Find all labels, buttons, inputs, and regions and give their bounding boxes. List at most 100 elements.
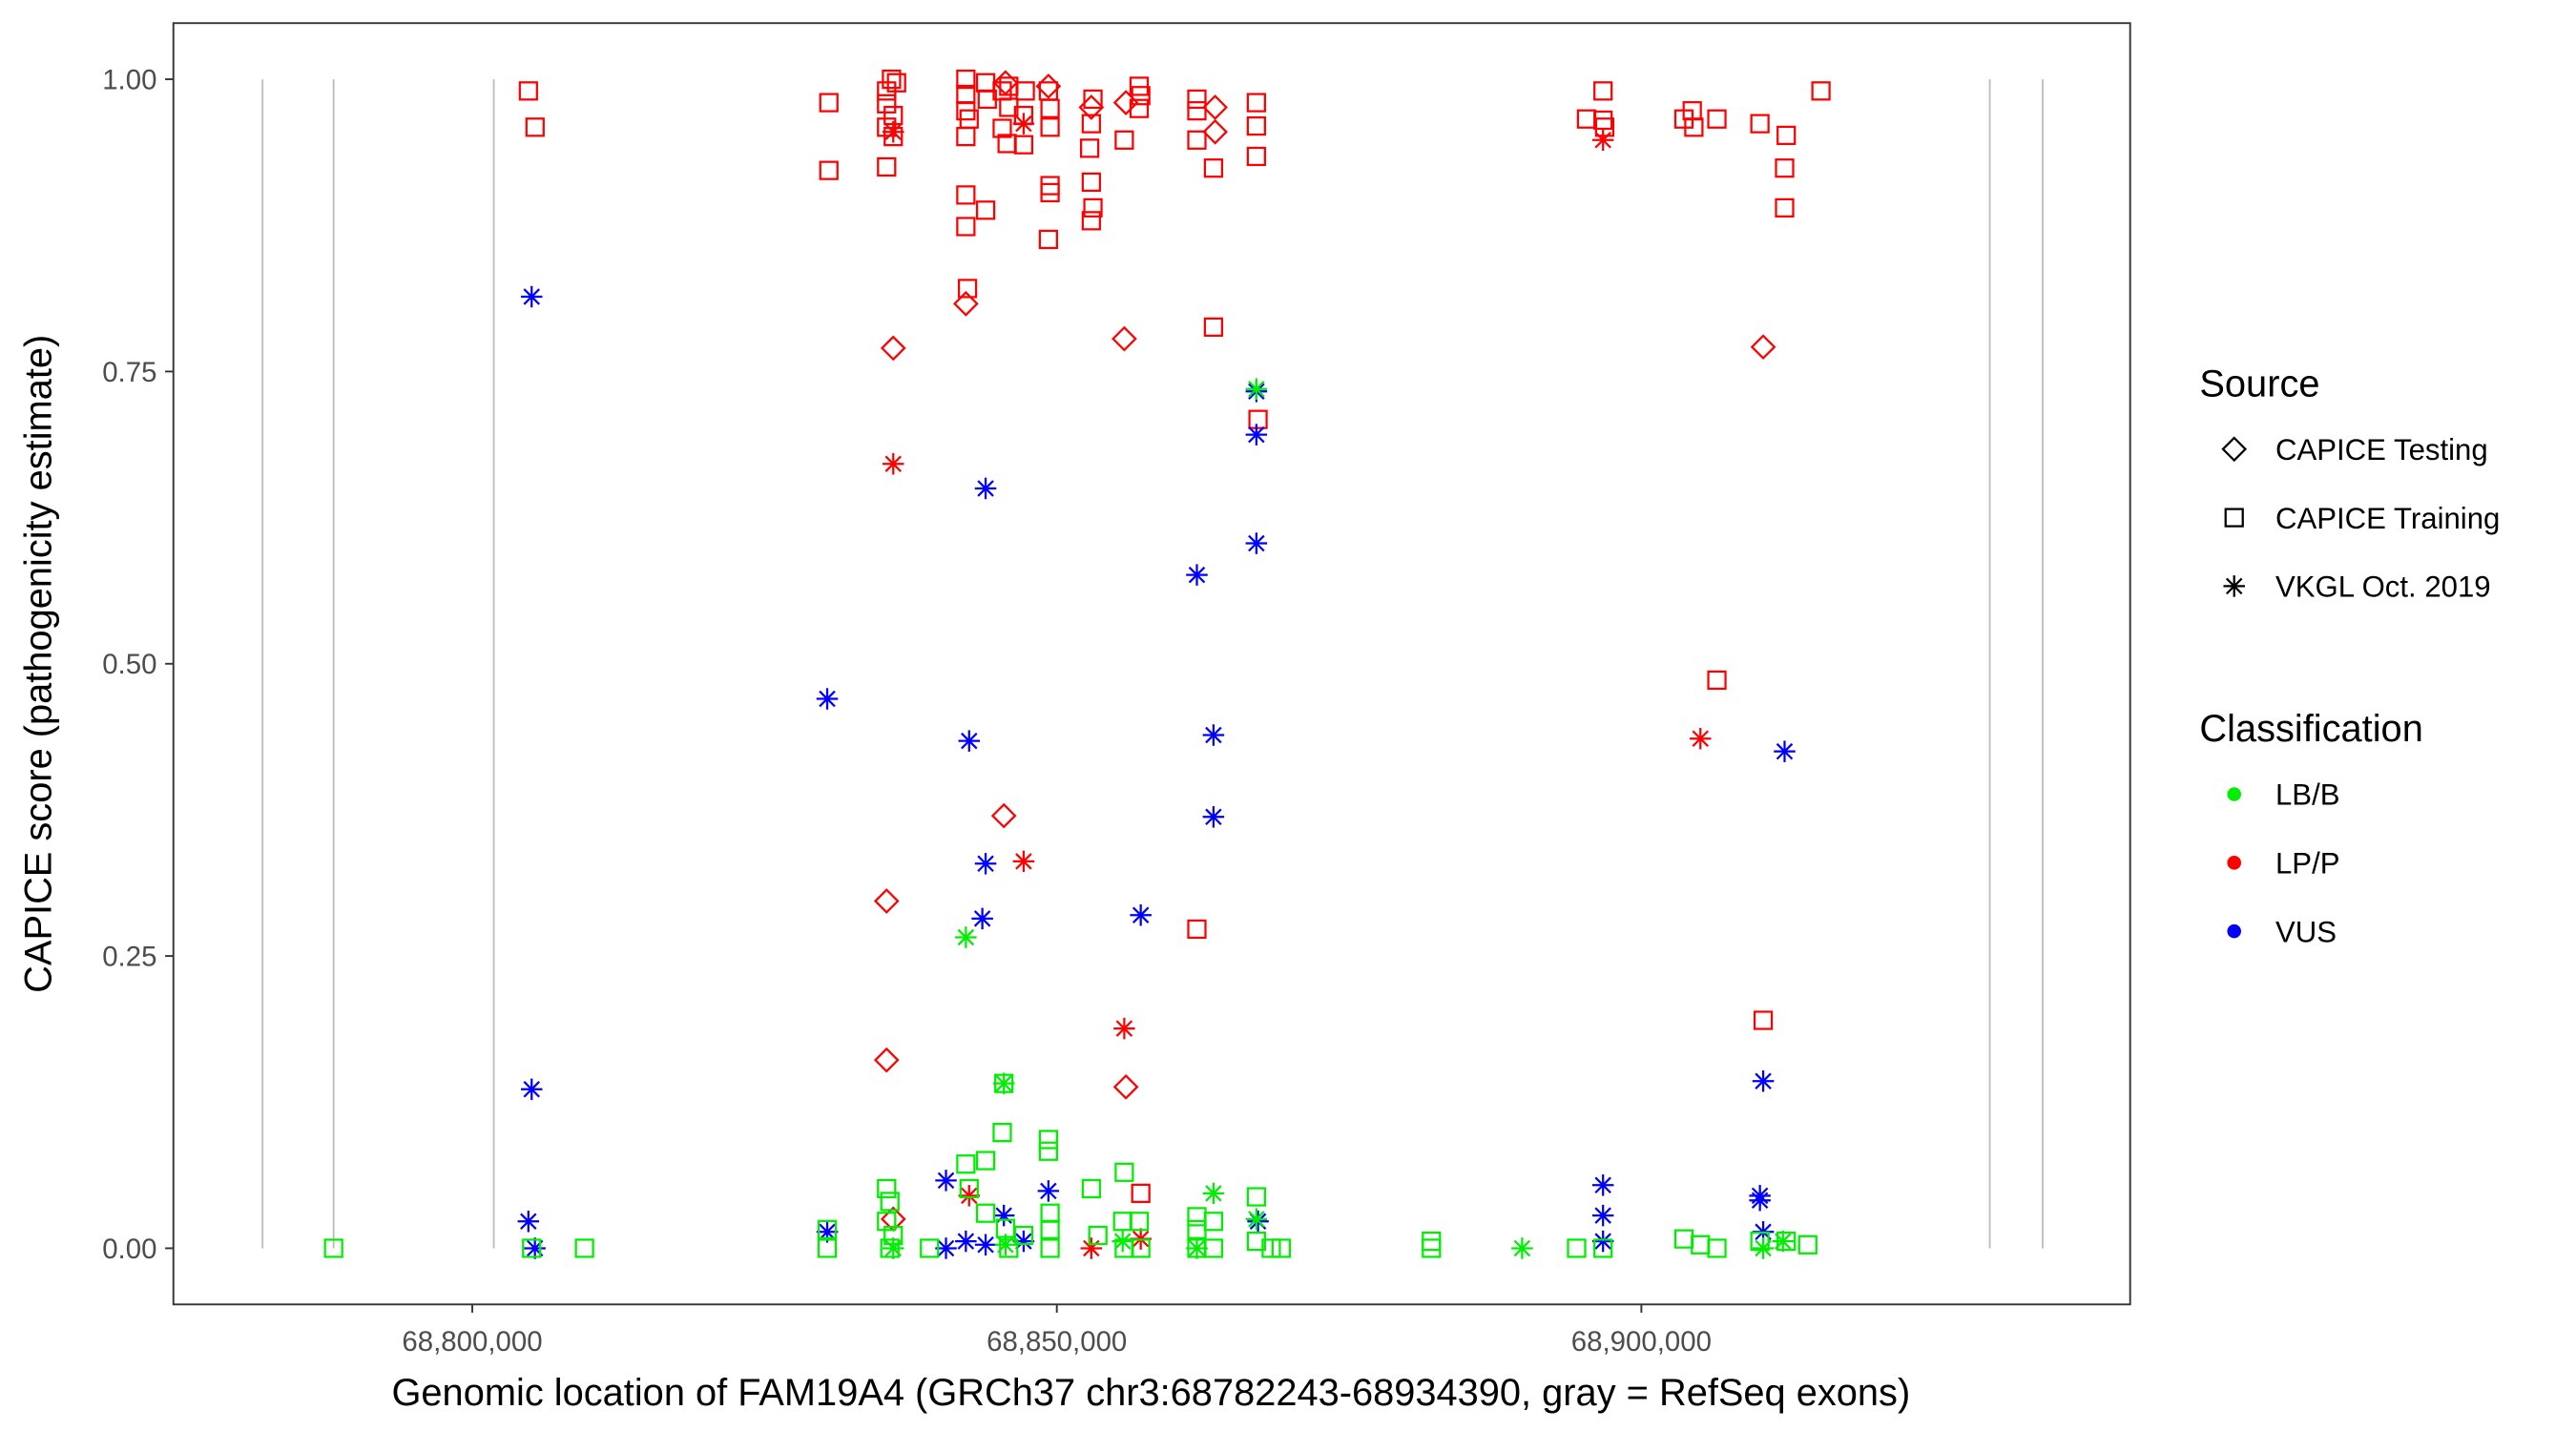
data-point bbox=[1081, 172, 1101, 193]
data-point bbox=[1775, 197, 1795, 218]
data-point bbox=[1673, 1229, 1694, 1249]
data-point bbox=[956, 69, 976, 90]
data-point bbox=[1015, 81, 1035, 101]
data-point bbox=[886, 73, 906, 93]
data-point bbox=[1038, 1141, 1058, 1161]
data-point bbox=[1511, 1237, 1533, 1259]
y-tick-label: 0.50 bbox=[102, 649, 156, 680]
legend-source-square-icon bbox=[2224, 508, 2244, 528]
data-point bbox=[992, 1072, 1015, 1094]
data-point bbox=[517, 1211, 540, 1233]
data-point bbox=[1203, 317, 1224, 337]
data-point bbox=[1202, 724, 1225, 746]
data-point bbox=[1750, 1231, 1770, 1252]
data-point bbox=[883, 120, 904, 143]
data-point bbox=[1114, 1162, 1134, 1182]
data-point bbox=[1081, 1178, 1101, 1199]
data-point bbox=[518, 81, 538, 101]
data-point bbox=[1187, 1207, 1207, 1227]
data-point bbox=[1576, 109, 1597, 129]
data-point bbox=[819, 160, 839, 180]
data-point bbox=[1040, 98, 1060, 118]
data-point bbox=[877, 156, 897, 177]
data-point bbox=[1202, 1182, 1225, 1205]
data-point bbox=[883, 1237, 904, 1259]
data-point bbox=[1081, 211, 1101, 231]
data-point bbox=[992, 118, 1012, 138]
data-point bbox=[1245, 424, 1268, 446]
data-point bbox=[1707, 109, 1727, 129]
legend-classification-label: LB/B bbox=[2275, 778, 2340, 812]
data-point bbox=[992, 1123, 1012, 1143]
data-point bbox=[1081, 114, 1101, 134]
data-point bbox=[877, 93, 897, 114]
data-point bbox=[323, 1238, 343, 1258]
data-point bbox=[1040, 117, 1060, 137]
data-point bbox=[1594, 117, 1615, 137]
data-point bbox=[1245, 378, 1268, 401]
data-point bbox=[1261, 1238, 1281, 1258]
data-point bbox=[1684, 117, 1704, 137]
data-point bbox=[1591, 1230, 1614, 1253]
data-point bbox=[1013, 1225, 1034, 1246]
data-point bbox=[1775, 158, 1795, 178]
data-point bbox=[1202, 94, 1228, 120]
data-point bbox=[1593, 1238, 1613, 1258]
data-point bbox=[956, 1154, 976, 1174]
data-point bbox=[992, 70, 1019, 96]
data-point bbox=[1774, 740, 1796, 762]
data-point bbox=[880, 335, 906, 362]
data-point bbox=[521, 285, 543, 308]
data-point bbox=[1811, 81, 1831, 101]
data-point bbox=[1040, 1203, 1060, 1223]
data-point bbox=[1080, 1237, 1103, 1259]
data-point bbox=[1187, 89, 1207, 110]
legend-source-diamond-icon bbox=[2221, 436, 2248, 463]
y-tick-label: 0.25 bbox=[102, 941, 156, 972]
x-tick-label: 68,850,000 bbox=[987, 1326, 1127, 1358]
data-point bbox=[873, 888, 900, 914]
data-point bbox=[1707, 670, 1727, 691]
data-point bbox=[1186, 1237, 1208, 1259]
data-point bbox=[955, 926, 977, 948]
data-point bbox=[1112, 1073, 1139, 1100]
legend-source-title: Source bbox=[2199, 363, 2319, 404]
data-point bbox=[1246, 146, 1266, 167]
data-point bbox=[1113, 1017, 1135, 1040]
data-point bbox=[1111, 325, 1137, 352]
data-point bbox=[1012, 850, 1035, 873]
data-points bbox=[323, 69, 1831, 1259]
data-point bbox=[1040, 1238, 1060, 1258]
data-point bbox=[999, 1238, 1019, 1258]
data-point bbox=[1038, 229, 1058, 250]
y-axis: 0.00 0.25 0.50 0.75 1.00 bbox=[102, 64, 174, 1265]
data-point bbox=[1131, 1183, 1151, 1203]
data-point bbox=[1248, 409, 1268, 429]
data-point bbox=[1035, 73, 1062, 99]
data-point bbox=[817, 1238, 838, 1258]
data-point bbox=[1422, 1231, 1442, 1252]
data-point bbox=[1750, 114, 1770, 134]
data-point bbox=[1593, 110, 1613, 131]
legend-source-label: VKGL Oct. 2019 bbox=[2275, 570, 2491, 604]
data-point bbox=[1037, 1180, 1060, 1202]
data-point bbox=[574, 1238, 594, 1258]
data-point bbox=[971, 907, 993, 930]
data-point bbox=[1038, 1130, 1058, 1150]
y-tick-label: 1.00 bbox=[102, 64, 156, 95]
data-point bbox=[975, 200, 996, 220]
data-point bbox=[1040, 176, 1060, 196]
legend-classification-title: Classification bbox=[2199, 708, 2422, 750]
data-point bbox=[816, 688, 839, 710]
legend-source-asterisk-icon bbox=[2223, 575, 2245, 597]
data-point bbox=[975, 1151, 996, 1171]
plot-panel bbox=[172, 22, 2131, 1306]
data-point bbox=[1246, 115, 1266, 136]
data-point bbox=[1591, 129, 1614, 152]
exon-lines bbox=[261, 79, 2044, 1249]
legend-classification-dot-icon bbox=[2227, 856, 2241, 870]
data-point bbox=[817, 1219, 838, 1239]
legend-classification-dot-icon bbox=[2227, 787, 2241, 801]
y-tick-label: 0.75 bbox=[102, 357, 156, 388]
data-point bbox=[1690, 727, 1712, 750]
